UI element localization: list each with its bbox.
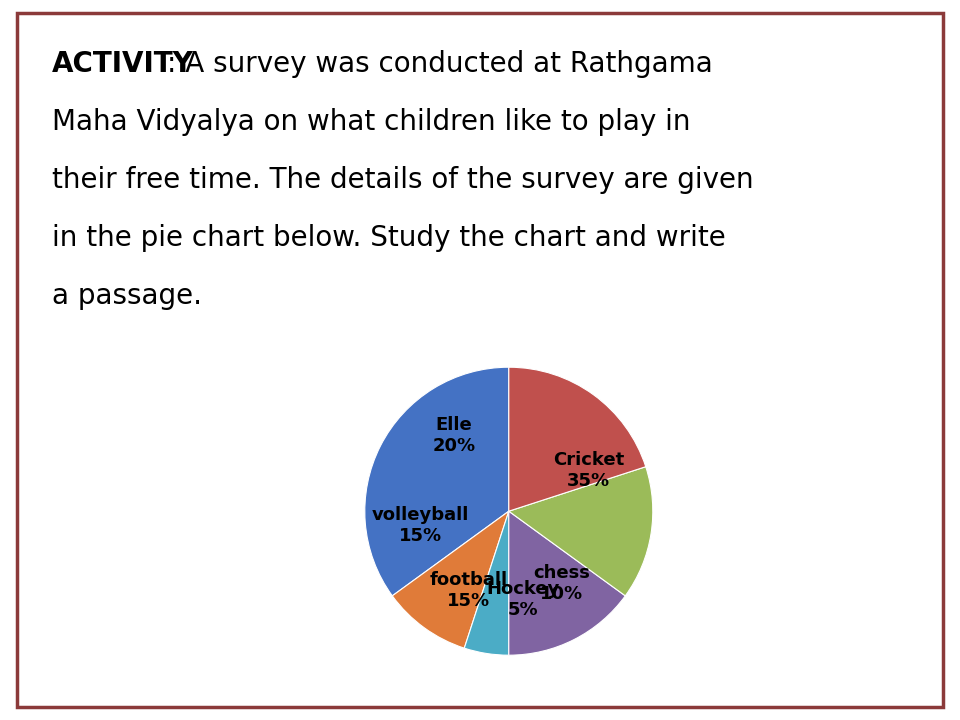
Wedge shape	[465, 511, 509, 655]
Wedge shape	[509, 367, 646, 511]
Text: in the pie chart below. Study the chart and write: in the pie chart below. Study the chart …	[52, 224, 726, 252]
Text: a passage.: a passage.	[52, 282, 202, 310]
Text: Maha Vidyalya on what children like to play in: Maha Vidyalya on what children like to p…	[52, 108, 690, 136]
Text: Hockey
5%: Hockey 5%	[486, 580, 560, 618]
Text: their free time. The details of the survey are given: their free time. The details of the surv…	[52, 166, 754, 194]
Wedge shape	[509, 511, 625, 655]
Wedge shape	[393, 511, 509, 648]
Text: football
15%: football 15%	[429, 572, 507, 610]
Text: volleyball
15%: volleyball 15%	[372, 505, 469, 544]
Wedge shape	[365, 367, 509, 596]
Text: Elle
20%: Elle 20%	[432, 416, 475, 455]
Wedge shape	[509, 467, 653, 596]
Text: chess
10%: chess 10%	[533, 564, 589, 603]
Text: Cricket
35%: Cricket 35%	[553, 451, 624, 490]
Text: ACTIVITY: ACTIVITY	[52, 50, 194, 78]
Text: : A survey was conducted at Rathgama: : A survey was conducted at Rathgama	[167, 50, 712, 78]
